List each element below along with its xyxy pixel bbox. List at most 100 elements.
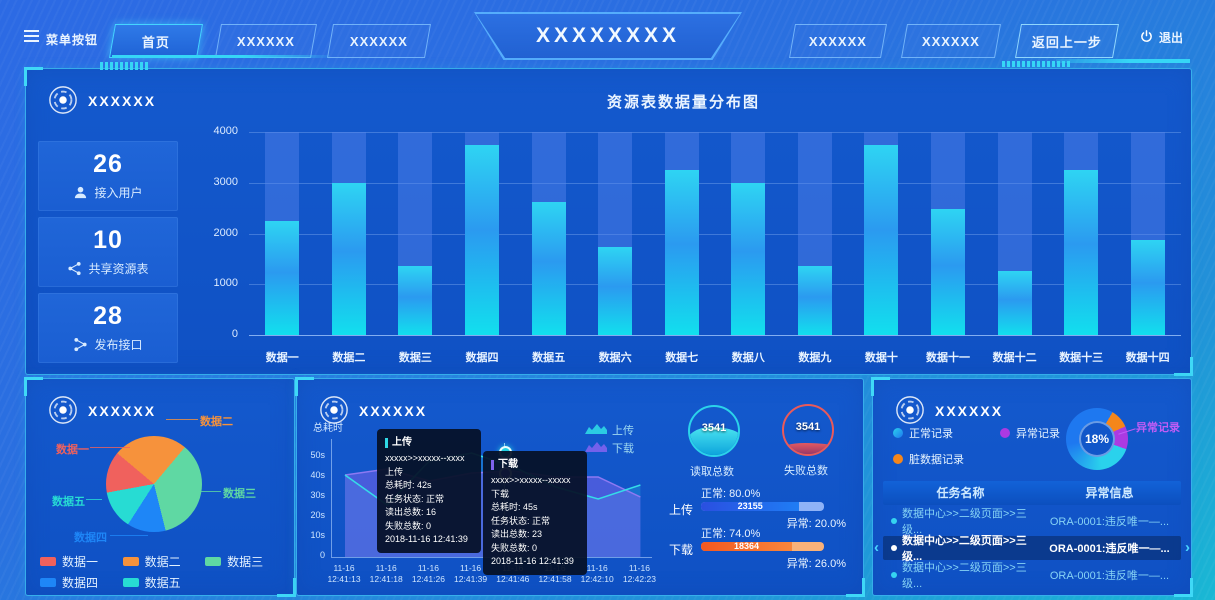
tab-nav-right-2[interactable]: XXXXXX (901, 24, 1001, 58)
callout-line (90, 447, 130, 448)
tooltip-series-name: 上传 (392, 437, 412, 448)
decoration-bar (1056, 59, 1190, 63)
legend-item[interactable]: 数据三 (205, 551, 288, 572)
legend-label: 上传 (612, 425, 634, 437)
pie-slice-label: 数据三 (223, 488, 256, 500)
tooltip-path: xxxxx>>xxxxx--xxxx上传 (385, 453, 465, 477)
legend-item[interactable]: 数据二 (122, 551, 206, 572)
table-row[interactable]: 数据中心>>二级页面>>三级... ORA-0001:违反唯一—... (883, 508, 1181, 536)
tooltip-line: 总耗时: 45s (491, 502, 538, 512)
tab-nav-2-label: XXXXXX (236, 33, 296, 49)
stat-value: 10 (93, 226, 123, 254)
tab-nav-2[interactable]: XXXXXX (215, 24, 317, 58)
y-axis-tick: 10s (310, 530, 325, 540)
donut-callout-label: 异常记录 (1136, 422, 1180, 434)
back-button[interactable]: 返回上一步 (1015, 24, 1119, 58)
bar[interactable] (265, 220, 300, 335)
table-header: 任务名称 异常信息 (883, 481, 1181, 505)
legend-item[interactable]: 脏数据记录 (893, 451, 964, 467)
callout-line (86, 499, 102, 500)
progress-fill: 18364 (701, 542, 793, 551)
pie-chart[interactable] (106, 436, 202, 532)
legend-swatch (205, 557, 222, 566)
legend-item-upload[interactable]: 上传 (585, 421, 634, 439)
y-axis-tick: 4000 (213, 125, 238, 137)
tab-nav-3-label: XXXXXX (349, 33, 409, 49)
tab-nav-right-1[interactable]: XXXXXX (789, 24, 887, 58)
x-axis-tick: 11-16 12:41:13 (327, 563, 361, 585)
tab-home[interactable]: 首页 (109, 24, 203, 58)
table-row[interactable]: 数据中心>>二级页面>>三级... ORA-0001:违反唯一—... ‹ › (874, 535, 1190, 563)
bar[interactable] (997, 271, 1032, 335)
legend-item[interactable]: 数据一 (40, 551, 123, 572)
bar[interactable] (331, 182, 366, 335)
legend-item-download[interactable]: 下载 (585, 439, 634, 457)
bar[interactable] (1130, 239, 1165, 335)
gauge-wave (690, 427, 738, 455)
bar[interactable] (864, 144, 899, 335)
legend-label: 数据二 (144, 555, 181, 569)
user-icon (73, 185, 88, 200)
logout-button[interactable]: 退出 (1140, 29, 1183, 46)
liquid-gauge: 3541 (688, 405, 740, 457)
task-cell: 数据中心>>二级页面>>三级... (883, 559, 1038, 591)
x-axis-label: 数据四 (465, 352, 499, 364)
panel-logo-icon (895, 395, 925, 425)
gridline (249, 182, 1181, 184)
tooltip-line: 读出总数: 23 (491, 529, 543, 539)
menu-icon[interactable] (24, 30, 39, 42)
decoration-dashes (1002, 61, 1070, 67)
bar[interactable] (465, 144, 499, 335)
donut-center-label: 18% (1079, 421, 1115, 457)
y-axis-tick: 3000 (213, 175, 238, 188)
pie-slice-label: 数据四 (74, 532, 107, 544)
bar[interactable] (598, 246, 633, 335)
bar[interactable] (1064, 170, 1099, 335)
legend-item[interactable]: 数据五 (122, 572, 206, 593)
tab-nav-3[interactable]: XXXXXX (327, 24, 431, 58)
stat-card: 26 接入用户 (38, 141, 178, 211)
bullet-icon (891, 545, 897, 551)
panel-logo-icon (319, 395, 349, 425)
error-cell: ORA-0001:违反唯一—... (1049, 516, 1170, 528)
legend-item[interactable]: 正常记录 (893, 425, 953, 441)
panel-title: XXXXXX (359, 403, 428, 419)
stat-value: 26 (93, 150, 123, 178)
legend-item[interactable]: 异常记录 (1000, 425, 1060, 441)
bar[interactable] (797, 265, 832, 335)
x-axis-label: 数据五 (532, 352, 566, 364)
tooltip-line: 2018-11-16 12:41:39 (385, 534, 468, 544)
bar[interactable] (531, 202, 566, 335)
bar[interactable] (931, 208, 965, 335)
legend-label: 数据一 (62, 555, 99, 569)
x-axis-label: 数据九 (798, 352, 832, 364)
donut-chart[interactable]: 18% (1066, 408, 1128, 470)
legend-swatch (40, 557, 56, 566)
chevron-right-icon[interactable]: › (1185, 539, 1190, 556)
stat-card: 28 发布接口 (38, 293, 178, 363)
table-row[interactable]: 数据中心>>二级页面>>三级... ORA-0001:违反唯一—... (883, 562, 1181, 590)
panel-title: XXXXXX (935, 403, 1004, 419)
publish-icon (73, 337, 88, 352)
legend-dot (1000, 428, 1010, 438)
pie-legend: 数据一 数据二 数据三数据四 数据五 (40, 551, 288, 593)
error-cell: ORA-0001:违反唯一—... (1049, 570, 1170, 582)
y-axis-tick: 20s (310, 510, 325, 520)
tab-home-label: 首页 (141, 34, 170, 50)
line-chart-y-axis: 0 10s 20s 30s 40s 50s (297, 379, 327, 595)
tooltip-line: 读出总数: 16 (385, 507, 437, 517)
chevron-left-icon[interactable]: ‹ (874, 539, 879, 556)
legend-item[interactable]: 数据四 (40, 572, 123, 593)
legend-label: 数据五 (144, 576, 181, 590)
x-axis-label: 数据二 (332, 352, 366, 364)
table-header-task: 任务名称 (936, 486, 985, 500)
abnormal-rate-label: 异常: 26.0% (786, 558, 846, 570)
bar[interactable] (664, 170, 699, 335)
bar[interactable] (398, 265, 433, 335)
panel-title: XXXXXX (88, 93, 157, 109)
y-axis-tick: 40s (310, 470, 325, 480)
legend-label: 脏数据记录 (909, 454, 964, 466)
menu-button-label[interactable]: 菜单按钮 (46, 33, 99, 47)
legend-swatch (122, 578, 139, 587)
bar[interactable] (731, 183, 766, 335)
